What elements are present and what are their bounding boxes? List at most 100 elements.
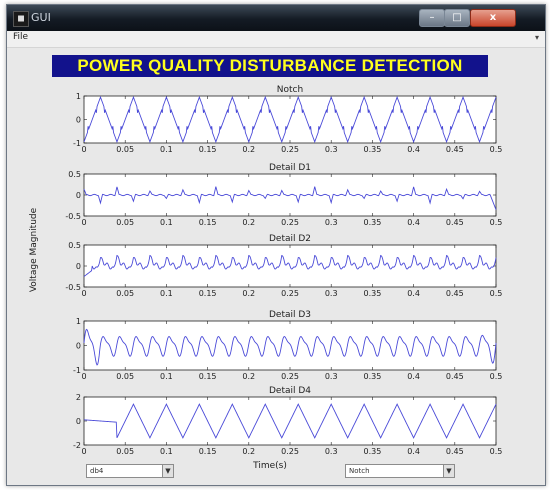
x-tick-label: 0.5	[490, 145, 503, 154]
y-tick-label: -1	[73, 366, 81, 375]
signal-line	[83, 403, 497, 439]
plot-1: Notch 0 0.05 0.1 0.15 0.2 0.25 0.3 0.35 0.4 0.45 0.…	[73, 85, 502, 154]
signal-line	[83, 328, 497, 366]
y-tick-label: 2	[76, 393, 81, 402]
x-tick-label: 0.1	[160, 145, 173, 154]
x-tick-label: 0.25	[281, 289, 299, 298]
y-tick-label: -2	[73, 441, 81, 450]
x-tick-label: 0.1	[160, 218, 173, 227]
x-tick-label: 0.45	[446, 218, 464, 227]
menu-file[interactable]: File	[13, 32, 29, 42]
x-tick-label: 0.45	[446, 289, 464, 298]
x-tick-label: 0.05	[116, 447, 134, 456]
x-tick-label: 0.15	[199, 289, 217, 298]
x-tick-label: 0.3	[325, 218, 338, 227]
y-tick-label: 0	[76, 262, 81, 271]
x-tick-label: 0.4	[407, 145, 420, 154]
chevron-down-icon[interactable]: ▼	[443, 465, 454, 477]
x-tick-label: 0	[81, 289, 86, 298]
close-button[interactable]: x	[470, 9, 516, 27]
x-tick-label: 0.3	[325, 289, 338, 298]
y-tick-label: -0.5	[65, 212, 81, 221]
x-tick-label: 0.2	[242, 218, 255, 227]
y-tick-label: 0	[76, 116, 81, 125]
x-tick-label: 0.1	[160, 289, 173, 298]
x-tick-label: 0.35	[363, 372, 381, 381]
x-tick-label: 0.05	[116, 372, 134, 381]
x-tick-label: 0.5	[490, 447, 503, 456]
x-tick-label: 0.3	[325, 447, 338, 456]
y-tick-label: -0.5	[65, 283, 81, 292]
x-tick-label: 0.05	[116, 218, 134, 227]
x-tick-label: 0.4	[407, 289, 420, 298]
plot-3: Detail D2 0 0.05 0.1 0.15 0.2 0.25 0.3 0.35 0.4 0.…	[65, 234, 502, 298]
x-tick-label: 0.25	[281, 372, 299, 381]
x-tick-label: 0.25	[281, 447, 299, 456]
plot-4: Detail D3 0 0.05 0.1 0.15 0.2 0.25 0.3 0.35 0.4 0.…	[73, 310, 502, 381]
x-tick-label: 0.3	[325, 372, 338, 381]
x-tick-label: 0.4	[407, 372, 420, 381]
x-tick-label: 0.4	[407, 447, 420, 456]
x-tick-label: 0.3	[325, 145, 338, 154]
x-tick-label: 0.1	[160, 372, 173, 381]
x-tick-label: 0	[81, 145, 86, 154]
x-tick-label: 0.2	[242, 289, 255, 298]
wavelet-dropdown-value: db4	[90, 467, 104, 475]
window-title: GUI	[31, 11, 51, 24]
x-tick-label: 0.5	[490, 372, 503, 381]
x-axis-label: Time(s)	[253, 461, 287, 471]
plot-title: Detail D2	[269, 234, 311, 244]
disturbance-dropdown[interactable]: Notch ▼	[345, 464, 455, 478]
chevron-down-icon[interactable]: ▼	[162, 465, 173, 477]
menu-overflow-icon[interactable]: ▾	[534, 33, 539, 42]
signal-line	[83, 95, 497, 144]
x-tick-label: 0.05	[116, 289, 134, 298]
x-tick-label: 0.2	[242, 447, 255, 456]
y-tick-label: 0	[76, 417, 81, 426]
x-tick-label: 0.15	[199, 218, 217, 227]
wavelet-dropdown[interactable]: db4 ▼	[86, 464, 174, 478]
matlab-app-icon: ■	[13, 11, 29, 27]
y-tick-label: 0.5	[68, 170, 81, 179]
x-tick-label: 0.35	[363, 218, 381, 227]
disturbance-dropdown-value: Notch	[349, 467, 370, 475]
plot-title: Detail D3	[269, 310, 311, 320]
x-tick-label: 0.5	[490, 289, 503, 298]
x-tick-label: 0	[81, 218, 86, 227]
x-tick-label: 0.15	[199, 372, 217, 381]
plot-2: Detail D1 0 0.05 0.1 0.15 0.2 0.25 0.3 0.35 0.4 0.…	[65, 163, 502, 227]
x-tick-label: 0.05	[116, 145, 134, 154]
x-tick-label: 0.35	[363, 289, 381, 298]
signal-line	[83, 254, 497, 277]
x-tick-label: 0.2	[242, 145, 255, 154]
x-tick-label: 0	[81, 447, 86, 456]
y-tick-label: -1	[73, 139, 81, 148]
x-tick-label: 0.25	[281, 218, 299, 227]
x-tick-label: 0.2	[242, 372, 255, 381]
x-tick-label: 0.5	[490, 218, 503, 227]
app-header-title: POWER QUALITY DISTURBANCE DETECTION	[52, 55, 488, 77]
y-tick-label: 0	[76, 342, 81, 351]
x-tick-label: 0.25	[281, 145, 299, 154]
x-tick-label: 0.35	[363, 145, 381, 154]
plot-title: Notch	[277, 85, 303, 95]
menu-bar: File ▾	[7, 31, 545, 48]
x-tick-label: 0.15	[199, 447, 217, 456]
x-tick-label: 0.15	[199, 145, 217, 154]
plot-title: Detail D1	[269, 163, 311, 173]
title-bar[interactable]: ■ GUI – □ x	[7, 5, 545, 31]
signal-line	[83, 186, 497, 210]
plot-axes-box	[83, 320, 497, 371]
plot-5: Detail D4 0 0.05 0.1 0.15 0.2 0.25 0.3 0.35 0.4 0.…	[73, 386, 502, 456]
y-tick-label: 1	[76, 92, 81, 101]
x-tick-label: 0.35	[363, 447, 381, 456]
x-tick-label: 0.4	[407, 218, 420, 227]
y-tick-label: 1	[76, 317, 81, 326]
plot-title: Detail D4	[269, 386, 311, 396]
y-tick-label: 0	[76, 191, 81, 200]
maximize-button[interactable]: □	[444, 9, 470, 27]
x-tick-label: 0.45	[446, 447, 464, 456]
y-tick-label: 0.5	[68, 241, 81, 250]
x-tick-label: 0.45	[446, 145, 464, 154]
